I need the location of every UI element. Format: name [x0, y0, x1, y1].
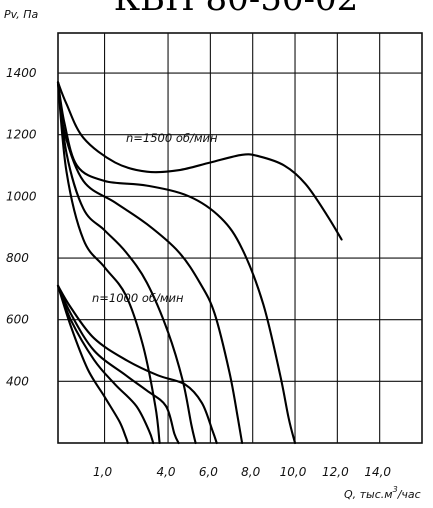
- y-tick-label-4: 600: [6, 313, 29, 327]
- x-tick-label-3: 8,0: [241, 465, 260, 479]
- y-tick-label-2: 1000: [6, 189, 37, 203]
- x-axis-label-tail: /час: [397, 488, 421, 501]
- x-axis-label-sup: 3: [393, 485, 398, 494]
- chart-title: КВН 80-50-02: [114, 0, 359, 19]
- y-tick-label-5: 400: [6, 374, 29, 388]
- performance-curve-9: [56, 284, 129, 445]
- performance-curve-3: [56, 81, 244, 445]
- plot-frame: [57, 32, 423, 444]
- y-tick-label-1: 1200: [6, 128, 37, 142]
- performance-curve-5: [56, 81, 161, 445]
- performance-curve-2: [56, 81, 297, 445]
- performance-curve-1: [56, 81, 343, 241]
- x-tick-label-5: 12,0: [322, 465, 349, 479]
- y-tick-labels: 1400 1200 1000 800 600 400: [6, 66, 37, 388]
- performance-curves: [56, 81, 343, 445]
- y-tick-label-3: 800: [6, 251, 29, 265]
- x-tick-label-1: 4,0: [156, 465, 175, 479]
- x-tick-labels: 1,0 4,0 6,0 8,0 10,0 12,0 14,0: [93, 465, 391, 479]
- x-tick-label-6: 14,0: [364, 465, 391, 479]
- performance-curve-7: [56, 284, 180, 445]
- performance-curve-6: [56, 284, 218, 445]
- annotation-speed-1500: n=1500 об/мин: [126, 131, 218, 145]
- performance-curve-8: [56, 284, 155, 445]
- annotation-speed-1000: n=1000 об/мин: [92, 291, 184, 305]
- grid-lines: [58, 33, 422, 443]
- performance-curve-4: [56, 81, 197, 445]
- x-axis-label: Q, тыс.м3/час: [344, 485, 421, 501]
- x-tick-label-2: 6,0: [199, 465, 218, 479]
- x-tick-label-0: 1,0: [93, 465, 112, 479]
- y-tick-label-0: 1400: [6, 66, 37, 80]
- y-axis-label: Pv, Па: [4, 8, 39, 21]
- x-axis-label-main: Q, тыс.м: [344, 488, 393, 501]
- x-tick-label-4: 10,0: [280, 465, 307, 479]
